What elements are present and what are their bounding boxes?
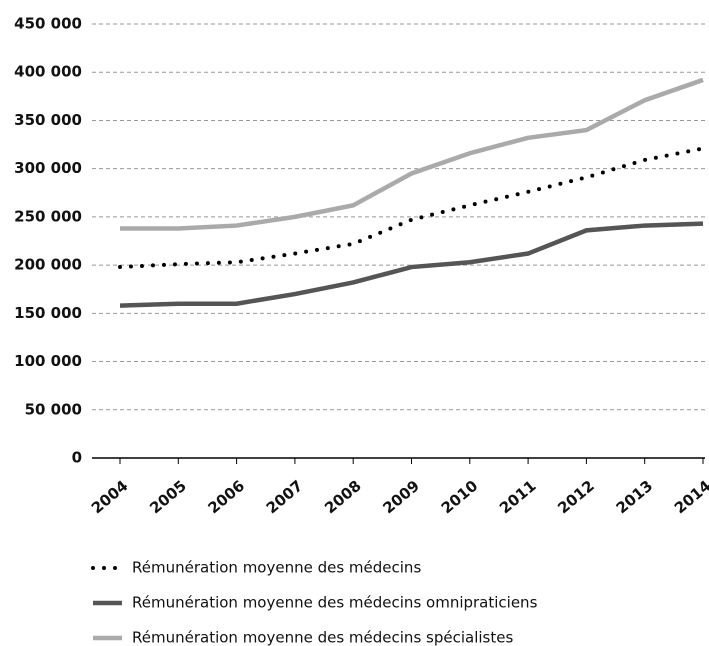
series-line (119, 221, 704, 308)
y-tick-label: 250 000 (14, 207, 82, 225)
x-tick-label: 2011 (496, 477, 540, 518)
series-line (120, 77, 704, 231)
legend-label: Rémunération moyenne des médecins omnipr… (132, 594, 538, 612)
legend-label: Rémunération moyenne des médecins (132, 559, 421, 577)
y-tick-label: 450 000 (14, 15, 82, 33)
y-tick-label: 300 000 (14, 159, 82, 177)
legend-label: Rémunération moyenne des médecins spécia… (132, 629, 513, 646)
y-tick-label: 0 (72, 449, 82, 467)
y-tick-label: 100 000 (14, 352, 82, 370)
y-tick-label: 50 000 (25, 400, 82, 418)
series-line (118, 146, 705, 270)
x-tick-label: 2005 (146, 477, 190, 518)
y-tick-label: 400 000 (14, 63, 82, 81)
y-tick-label: 350 000 (14, 111, 82, 129)
y-tick-label: 200 000 (14, 256, 82, 274)
x-tick-label: 2013 (613, 477, 657, 518)
x-tick-label: 2004 (88, 477, 132, 518)
x-tick-label: 2008 (321, 477, 365, 518)
x-tick-label: 2006 (205, 477, 249, 518)
x-tick-label: 2010 (438, 477, 482, 518)
x-tick-label: 2007 (263, 477, 307, 518)
x-tick-label: 2009 (379, 477, 423, 518)
x-tick-label: 2012 (554, 477, 598, 518)
y-tick-label: 150 000 (14, 304, 82, 322)
x-tick-label: 2014 (671, 477, 709, 518)
